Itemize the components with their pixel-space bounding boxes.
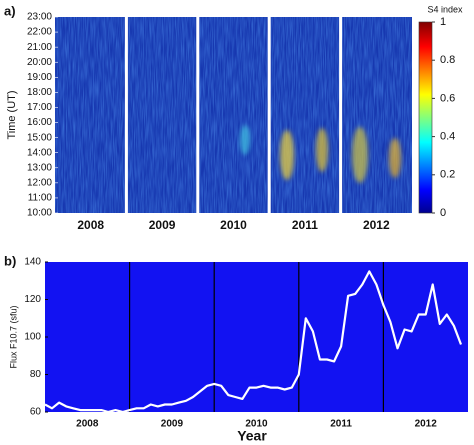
y-tick-label: 12:00 xyxy=(27,177,52,188)
y-axis-title: Time (UT) xyxy=(6,90,18,139)
x-tick-label: 2010 xyxy=(220,218,247,232)
colorbar-tick-label: 0.4 xyxy=(440,131,455,143)
x-tick-label: 2011 xyxy=(330,419,352,430)
y-tick-label: 22:00 xyxy=(27,27,52,38)
colorbar-tick-label: 0.8 xyxy=(440,54,455,66)
y-tick-label: 140 xyxy=(24,257,41,268)
plot-area xyxy=(45,262,468,412)
x-tick-label: 2008 xyxy=(77,218,104,232)
y-tick-label: 120 xyxy=(24,294,41,305)
colorbar xyxy=(418,21,433,214)
y-tick-label: 19:00 xyxy=(27,72,52,83)
x-tick-label: 2008 xyxy=(76,419,99,430)
y-axis-title: Flux F10.7 (sfu) xyxy=(8,305,18,368)
y-tick-label: 11:00 xyxy=(28,193,53,204)
x-axis-title: Year xyxy=(237,428,267,444)
y-tick-label: 100 xyxy=(24,332,41,343)
line-series xyxy=(44,270,463,414)
y-tick-label: 17:00 xyxy=(27,102,52,113)
x-tick-label: 2012 xyxy=(363,218,390,232)
y-tick-label: 20:00 xyxy=(27,57,52,68)
colorbar-title: S4 index xyxy=(427,4,463,14)
x-tick-label: 2011 xyxy=(292,218,318,232)
y-tick-label: 10:00 xyxy=(27,208,52,219)
colorbar-tick-label: 0.6 xyxy=(440,92,455,104)
x-tick-label: 2010 xyxy=(245,419,268,430)
y-tick-label: 13:00 xyxy=(27,162,52,173)
x-tick-label: 2009 xyxy=(161,419,184,430)
x-tick-label: 2009 xyxy=(149,218,176,232)
colorbar-tick-label: 1 xyxy=(440,16,446,28)
colorbar-tick-label: 0 xyxy=(440,207,446,219)
heatmap-texture xyxy=(55,17,412,213)
y-tick-label: 18:00 xyxy=(27,87,52,98)
y-tick-label: 14:00 xyxy=(27,147,52,158)
y-tick-label: 15:00 xyxy=(27,132,52,143)
y-tick-label: 23:00 xyxy=(27,12,52,23)
y-tick-label: 60 xyxy=(30,407,42,418)
panel-label: b) xyxy=(4,253,16,268)
panel-label: a) xyxy=(4,3,16,18)
y-tick-label: 80 xyxy=(30,369,42,380)
colorbar-tick-label: 0.2 xyxy=(440,169,455,181)
heatmap-hotspots xyxy=(240,125,401,183)
x-tick-label: 2012 xyxy=(415,419,438,430)
y-tick-label: 21:00 xyxy=(27,42,52,53)
y-tick-label: 16:00 xyxy=(27,117,52,128)
